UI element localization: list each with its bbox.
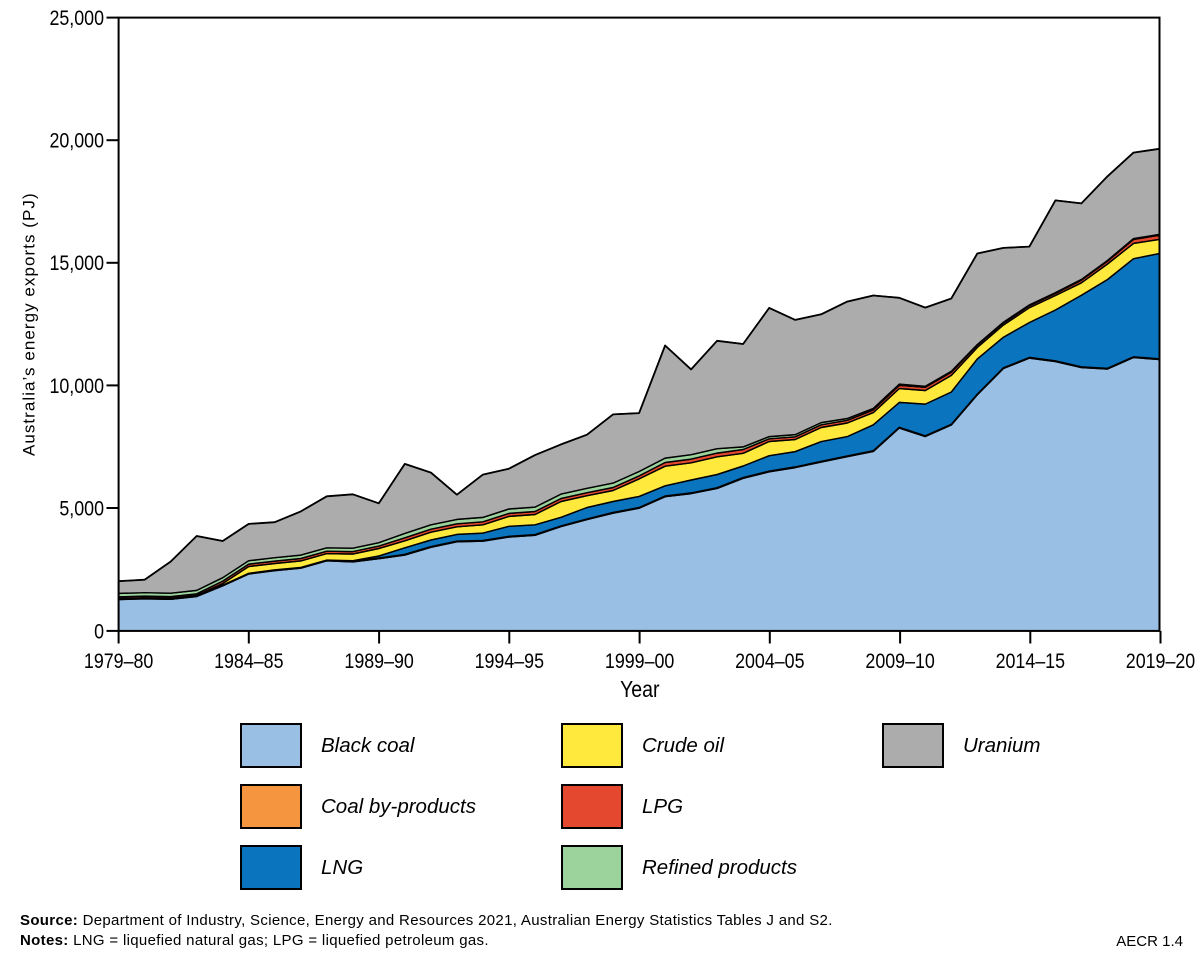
svg-text:2004–05: 2004–05 — [735, 650, 805, 674]
svg-text:2019–20: 2019–20 — [1126, 650, 1196, 674]
svg-text:2009–10: 2009–10 — [865, 650, 935, 674]
svg-text:1994–95: 1994–95 — [475, 650, 545, 674]
svg-text:Australia’s energy exports (PJ: Australia’s energy exports (PJ) — [20, 192, 39, 456]
svg-text:2014–15: 2014–15 — [996, 650, 1066, 674]
svg-text:1984–85: 1984–85 — [214, 650, 284, 674]
svg-text:1989–90: 1989–90 — [344, 650, 414, 674]
svg-text:1999–00: 1999–00 — [605, 650, 675, 674]
svg-text:15,000: 15,000 — [49, 252, 104, 276]
svg-text:25,000: 25,000 — [49, 7, 104, 31]
svg-text:5,000: 5,000 — [59, 497, 104, 521]
svg-text:20,000: 20,000 — [49, 129, 104, 153]
svg-text:0: 0 — [94, 620, 104, 644]
svg-text:Year: Year — [620, 677, 659, 700]
svg-text:10,000: 10,000 — [49, 374, 104, 398]
svg-text:1979–80: 1979–80 — [84, 650, 154, 674]
